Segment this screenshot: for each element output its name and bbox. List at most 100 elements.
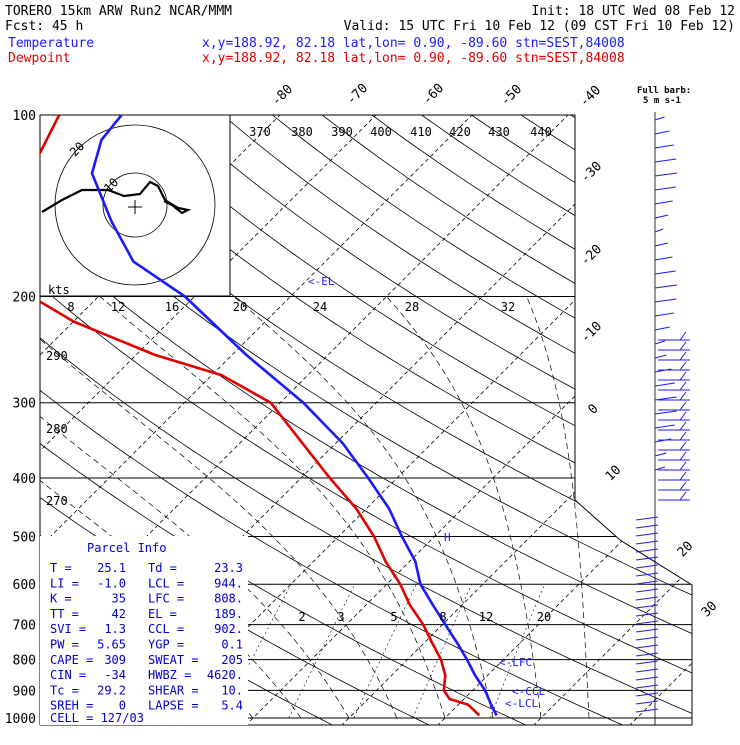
parcel-row-label: K = xyxy=(50,592,72,606)
mixing-ratio-label: 5 xyxy=(390,610,397,624)
wind-barb xyxy=(654,354,667,359)
wind-barb xyxy=(679,371,687,381)
sounding-curves xyxy=(40,115,498,717)
pressure-label: 1000 xyxy=(5,712,36,727)
wind-barb xyxy=(654,410,677,415)
parcel-row-label: LI = xyxy=(50,576,79,590)
wind-barb xyxy=(654,228,664,233)
mixing-ratio-label: 3 xyxy=(337,610,344,624)
dry-adiabat xyxy=(191,115,692,725)
wind-scale-label: 16 xyxy=(165,300,179,314)
parcel-row-value: 205 xyxy=(221,653,243,667)
parcel-row-value: 309 xyxy=(104,653,126,667)
wind-barb xyxy=(654,382,675,387)
pressure-label: 900 xyxy=(13,684,36,699)
parcel-row-label: LAPSE = xyxy=(148,699,199,713)
mixing-ratio-label: 8 xyxy=(439,610,446,624)
temperature-legend-label: Temperature xyxy=(8,36,94,51)
wind-barb xyxy=(635,516,659,521)
el-marker: <-EL xyxy=(308,275,335,288)
ccl-marker: <-CCL xyxy=(512,685,545,698)
wind-barb xyxy=(635,644,659,649)
parcel-row-value: 902. xyxy=(214,622,243,636)
wind-barb xyxy=(654,312,674,317)
parcel-row-value: 35 xyxy=(112,592,126,606)
theta-label: 430 xyxy=(488,125,510,139)
isotherm-line xyxy=(335,115,692,725)
parcel-row-value: 0.1 xyxy=(221,638,243,652)
h-marker: H xyxy=(444,531,451,544)
theta-left-label: 280 xyxy=(46,422,68,436)
pressure-label: 100 xyxy=(13,109,36,124)
parcel-row-label: CCL = xyxy=(148,622,184,636)
parcel-row-label: YGP = xyxy=(148,638,184,652)
dry-adiabat xyxy=(40,115,692,725)
parcel-row-value: 42 xyxy=(112,607,126,621)
dry-adiabat xyxy=(46,115,692,725)
wind-barb xyxy=(635,660,659,665)
mixing-ratio-line xyxy=(412,584,472,719)
wind-scale-label: 8 xyxy=(67,300,74,314)
dry-adiabat xyxy=(577,115,692,725)
wind-barb xyxy=(635,628,659,633)
parcel-row-value: 808. xyxy=(214,592,243,606)
isotherm-line xyxy=(623,115,692,725)
wind-barb xyxy=(635,580,659,585)
theta-label: 420 xyxy=(449,125,471,139)
parcel-row-label: LCL = xyxy=(148,576,184,590)
pressure-label: 700 xyxy=(13,619,36,634)
theta-label: 390 xyxy=(331,125,353,139)
wind-barb xyxy=(635,668,659,673)
wind-barb xyxy=(679,421,687,431)
wind-barb xyxy=(635,548,659,553)
wind-barb xyxy=(635,612,659,617)
wind-barb xyxy=(679,351,687,361)
wind-barb xyxy=(654,424,675,429)
parcel-row-label: SWEAT = xyxy=(148,653,199,667)
dry-adiabat xyxy=(40,115,636,725)
parcel-row-label: CIN = xyxy=(50,668,86,682)
dry-adiabat xyxy=(335,115,692,725)
parcel-row-label: PW = xyxy=(50,638,79,652)
isotherm-label: -20 xyxy=(578,242,605,269)
mixing-ratio-label: 20 xyxy=(537,610,551,624)
wind-barbs xyxy=(635,112,690,725)
dewpoint-curve xyxy=(40,115,481,717)
theta-label: 400 xyxy=(370,125,392,139)
wind-scale-label: 20 xyxy=(233,300,247,314)
header-line2-left: Fcst: 45 h xyxy=(5,19,83,34)
wind-barb xyxy=(635,652,659,657)
dewpoint-legend-info: x,y=188.92, 82.18 lat,lon= 0.90, -89.60 … xyxy=(202,51,625,66)
wind-barb xyxy=(654,116,665,121)
isotherm-line xyxy=(527,115,692,725)
wind-barb xyxy=(654,326,670,331)
wind-barb xyxy=(679,331,687,341)
isotherm-label: -60 xyxy=(420,81,447,108)
dry-adiabat xyxy=(142,115,692,725)
dry-adiabat xyxy=(40,115,692,725)
parcel-row-value: 944. xyxy=(214,576,243,590)
wind-barb xyxy=(635,700,659,705)
theta-label: 440 xyxy=(530,125,552,139)
parcel-row-label: HWBZ = xyxy=(148,668,191,682)
theta-label: 380 xyxy=(291,125,313,139)
pressure-label: 500 xyxy=(13,530,36,545)
parcel-row-label: EL = xyxy=(148,607,177,621)
wind-barb xyxy=(635,524,659,529)
wind-scale-label: 28 xyxy=(405,300,419,314)
wind-barb xyxy=(654,186,676,191)
pressure-label: 300 xyxy=(13,397,36,412)
wind-barb xyxy=(635,572,659,577)
wind-barb xyxy=(679,431,687,441)
parcel-row-label: SHEAR = xyxy=(148,683,199,697)
wind-barb xyxy=(654,256,673,261)
isotherm-label: 10 xyxy=(603,463,625,485)
wind-barb xyxy=(654,144,674,149)
header-line2-right: Valid: 15 UTC Fri 10 Feb 12 (09 CST Fri … xyxy=(344,19,735,34)
dry-adiabat xyxy=(40,115,692,725)
isotherm-label: 30 xyxy=(699,599,721,621)
wind-scale-label: 12 xyxy=(111,300,125,314)
wind-barb xyxy=(679,341,687,351)
